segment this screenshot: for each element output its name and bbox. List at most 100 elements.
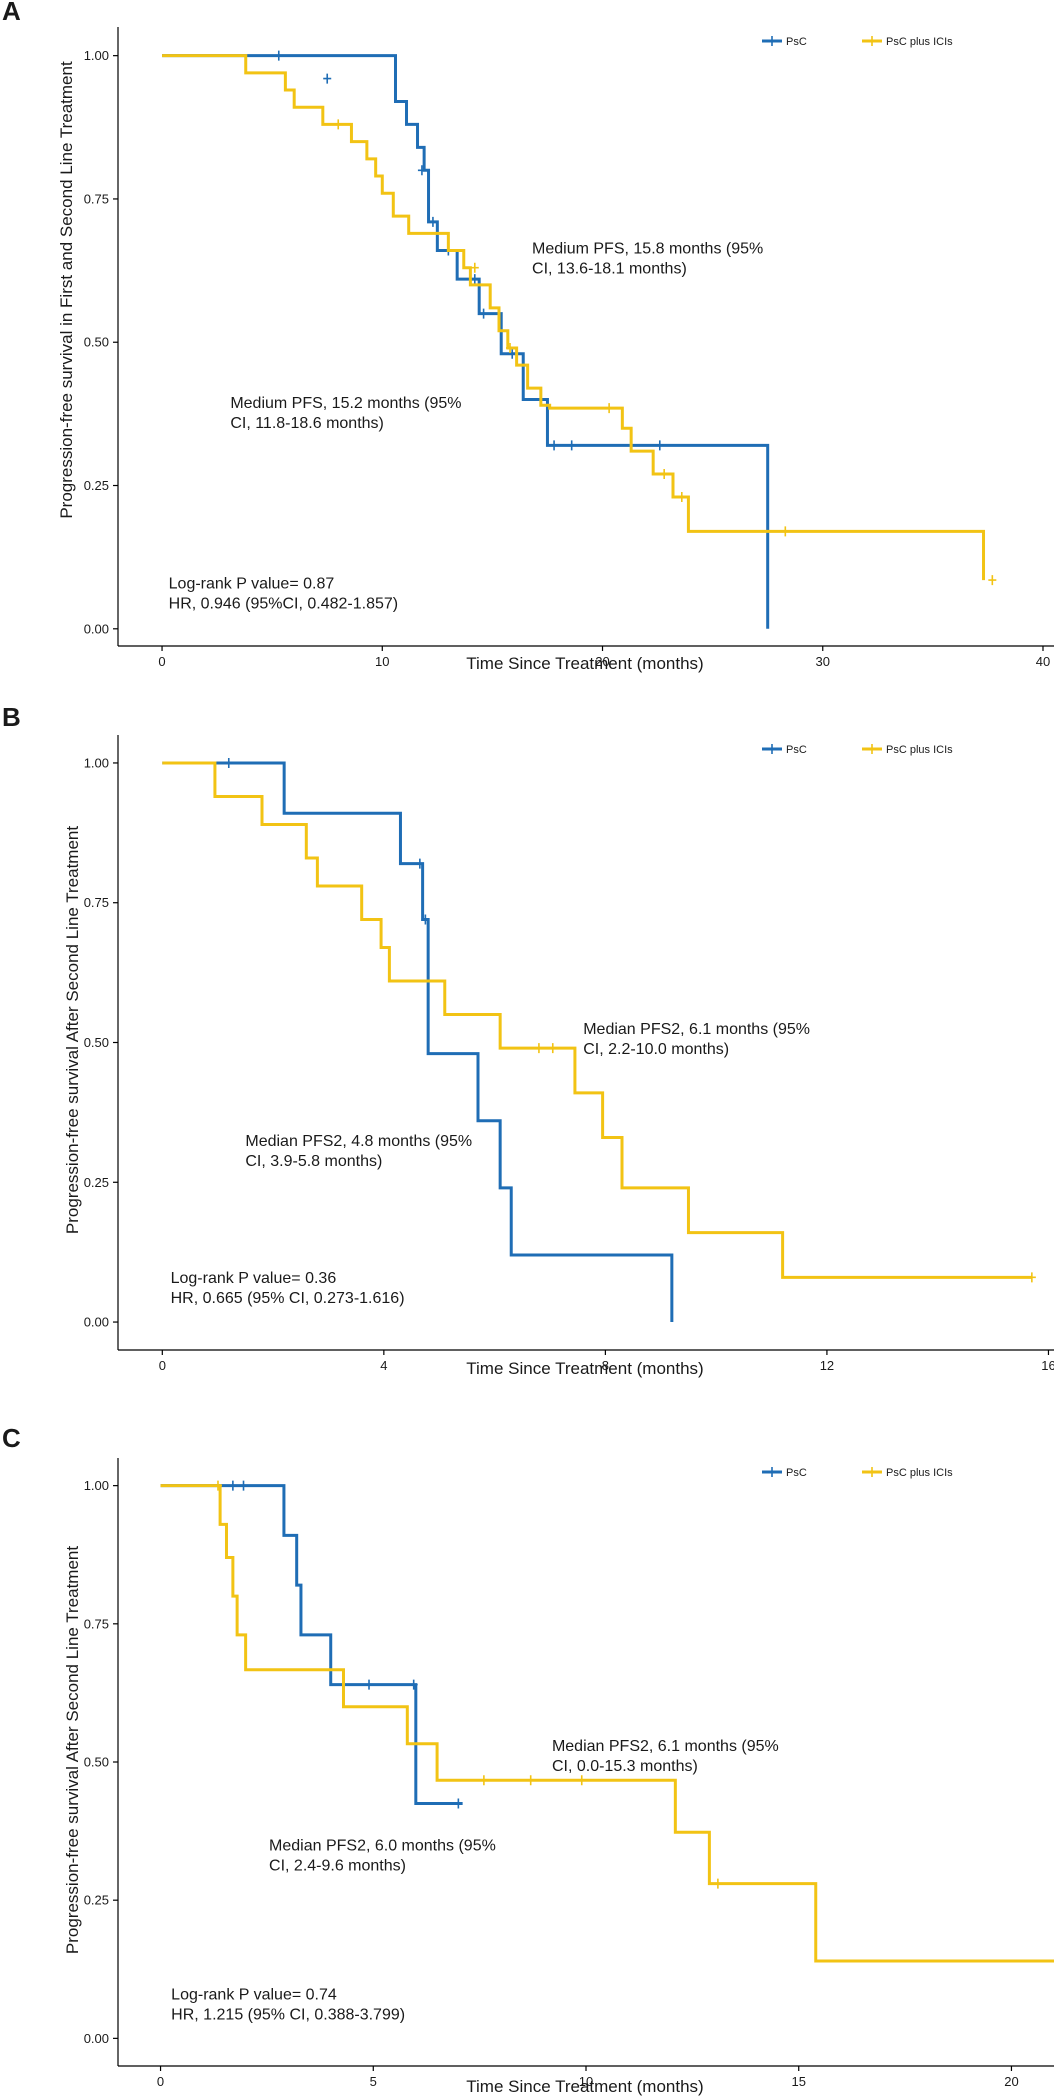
panel-b-series-ici-censor-mark: [534, 1043, 543, 1054]
panel-a-ytick-label: 0.75: [84, 191, 109, 206]
panel-c-xtick-label: 20: [1004, 2074, 1018, 2089]
panel-a-annotation-line: Medium PFS, 15.2 months (95%: [230, 395, 461, 412]
panel-c: C Progression-free survival After Second…: [2, 1423, 1054, 2096]
panel-a-plot: 0.00 0.25 0.50 0.75 1.00 0 10 20 30 40 PsC PsC plus…: [84, 27, 1054, 669]
panel-a-letter: A: [2, 0, 21, 26]
panel-b-annotation-line: CI, 2.2-10.0 months): [583, 1041, 729, 1058]
panel-c-ytick-label: 1.00: [84, 1478, 109, 1493]
panel-a-xtick-label: 40: [1036, 654, 1050, 669]
panel-a-series-ici-censor-mark: [988, 575, 997, 586]
panel-c-annotation-line: Median PFS2, 6.1 months (95%: [552, 1738, 779, 1755]
panel-c-series-psc-censor-mark: [409, 1679, 418, 1690]
panel-b-ytick-label: 0.25: [84, 1175, 109, 1190]
panel-a-ytick-label: 1.00: [84, 48, 109, 63]
panel-b-series-psc-censor-mark: [224, 757, 233, 768]
panel-b-ytick-label: 0.75: [84, 895, 109, 910]
panel-a-annotation-line: CI, 13.6-18.1 months): [532, 260, 687, 277]
panel-a-annotation: Medium PFS, 15.8 months (95% CI, 13.6-18.…: [532, 240, 763, 277]
panel-a-annotation-line: HR, 0.946 (95%CI, 0.482-1.857): [169, 596, 398, 613]
panel-a-series-psc-censor-mark: [428, 216, 437, 227]
panel-b-xtick-label: 16: [1041, 1358, 1054, 1373]
panel-a-series-psc-censor-mark: [550, 440, 559, 451]
panel-a-annotation-line: Medium PFS, 15.8 months (95%: [532, 240, 763, 257]
panel-c-xtick-label: 15: [791, 2074, 805, 2089]
panel-b-annotation: Log-rank P value= 0.36 HR, 0.665 (95% CI,…: [171, 1270, 405, 1307]
panel-b-annotation-line: Median PFS2, 6.1 months (95%: [583, 1021, 810, 1038]
panel-a-series-ici-censor-mark: [470, 262, 479, 273]
panel-a-series-ici-censor-mark: [605, 403, 614, 414]
panel-c-annotation-line: CI, 2.4-9.6 months): [269, 1857, 406, 1874]
panel-b-annotation-line: CI, 3.9-5.8 months): [245, 1153, 382, 1170]
panel-c-annotation-line: Median PFS2, 6.0 months (95%: [269, 1837, 496, 1854]
panel-a-series-psc-line: [162, 54, 770, 629]
panel-a-series-psc-censor-mark: [567, 440, 576, 451]
panel-b-series-ici-censor-mark: [548, 1043, 557, 1054]
panel-c-xtick-label: 5: [370, 2074, 377, 2089]
panel-a-xtick-label: 30: [816, 654, 830, 669]
panel-b-xtick-label: 4: [380, 1358, 387, 1373]
panel-c-xtick-label: 0: [157, 2074, 164, 2089]
panel-a-xtick-label: 10: [375, 654, 389, 669]
panel-c-series-psc-line: [160, 1484, 463, 1805]
panel-c-plot: 0.00 0.25 0.50 0.75 1.00 0 5 10 15 20 PsC PsC plus …: [84, 1458, 1054, 2089]
panel-b-series-psc-censor-mark: [421, 914, 430, 925]
panel-a-annotation-line: CI, 11.8-18.6 months): [230, 415, 384, 432]
panel-a-legend-ici-label: PsC plus ICIs: [886, 36, 953, 48]
panel-b-legend-ici-label: PsC plus ICIs: [886, 744, 953, 756]
panel-c-ylabel: Progression-free survival After Second L…: [63, 1546, 82, 1954]
panel-b-annotation: Median PFS2, 6.1 months (95% CI, 2.2-10.0…: [583, 1021, 810, 1058]
panel-c-annotation: Log-rank P value= 0.74 HR, 1.215 (95% CI,…: [171, 1987, 405, 2024]
panel-b-plot: 0.00 0.25 0.50 0.75 1.00 0 4 8 12 16 PsC PsC plus I…: [84, 735, 1054, 1373]
panel-c-legend-ici-label: PsC plus ICIs: [886, 1467, 953, 1479]
panel-b-xtick-label: 12: [820, 1358, 834, 1373]
panel-b-annotation-line: Log-rank P value= 0.36: [171, 1270, 337, 1287]
panel-b-letter: B: [2, 702, 21, 732]
panel-a-annotation-line: Log-rank P value= 0.87: [169, 576, 335, 593]
panel-a-series-psc-censor-mark: [323, 73, 332, 84]
panel-a-series-psc-censor-mark: [508, 348, 517, 359]
panel-c-xtick-label: 10: [579, 2074, 593, 2089]
panel-c-series-ici-censor-mark: [526, 1775, 535, 1786]
panel-b-xtick-label: 8: [602, 1358, 609, 1373]
panel-a-series-ici-censor-mark: [334, 119, 343, 130]
panel-c-annotation-line: HR, 1.215 (95% CI, 0.388-3.799): [171, 2007, 405, 2024]
panel-a-ytick-label: 0.25: [84, 478, 109, 493]
panel-c-letter: C: [2, 1423, 21, 1453]
panel-c-annotation-line: Log-rank P value= 0.74: [171, 1987, 337, 2004]
panel-b-ytick-label: 0.50: [84, 1035, 109, 1050]
panel-c-series-ici-line: [160, 1484, 1054, 1963]
panel-a-xlabel: Time Since Treatment (months): [466, 654, 703, 673]
panel-a-ytick-label: 0.00: [84, 621, 109, 636]
panel-b-series-psc-censor-mark: [415, 858, 424, 869]
panel-a-series-ici-censor-mark: [506, 342, 515, 353]
panel-b-ytick-label: 0.00: [84, 1315, 109, 1330]
panel-b-series-psc-line: [162, 761, 674, 1323]
panel-c-series-psc-censor-mark: [454, 1798, 463, 1809]
panel-a-ylabel: Progression-free survival in First and S…: [57, 61, 76, 519]
panel-a-series-ici-censor-mark: [781, 526, 790, 537]
panel-b-ylabel: Progression-free survival After Second L…: [63, 826, 82, 1234]
panel-b-ytick-label: 1.00: [84, 755, 109, 770]
panel-c-ytick-label: 0.25: [84, 1893, 109, 1908]
panel-c-xlabel: Time Since Treatment (months): [466, 2077, 703, 2096]
panel-c-series-ici-censor-mark: [577, 1775, 586, 1786]
panel-c-series-ici-censor-mark: [213, 1480, 222, 1491]
panel-b-xtick-label: 0: [159, 1358, 166, 1373]
panel-b-series-ici-line: [162, 761, 1032, 1279]
panel-c-legend-psc-label: PsC: [786, 1467, 807, 1479]
panel-c-ytick-label: 0.50: [84, 1755, 109, 1770]
panel-b-xlabel: Time Since Treatment (months): [466, 1359, 703, 1378]
panel-c-series-psc-censor-mark: [228, 1480, 237, 1491]
panel-a-ytick-label: 0.50: [84, 335, 109, 350]
panel-a-series-ici-censor-mark: [660, 469, 669, 480]
panel-b: B Progression-free survival After Second…: [2, 702, 1054, 1378]
panel-a-series-ici-line: [162, 54, 986, 581]
panel-c-ytick-label: 0.00: [84, 2031, 109, 2046]
panel-a-annotation: Log-rank P value= 0.87 HR, 0.946 (95%CI, …: [169, 576, 398, 613]
panel-c-series-ici-censor-mark: [713, 1878, 722, 1889]
panel-c-series-psc-censor-mark: [365, 1679, 374, 1690]
panel-c-annotation-line: CI, 0.0-15.3 months): [552, 1758, 698, 1775]
panel-c-ytick-label: 0.75: [84, 1616, 109, 1631]
panel-a-series-psc-censor-mark: [655, 440, 664, 451]
